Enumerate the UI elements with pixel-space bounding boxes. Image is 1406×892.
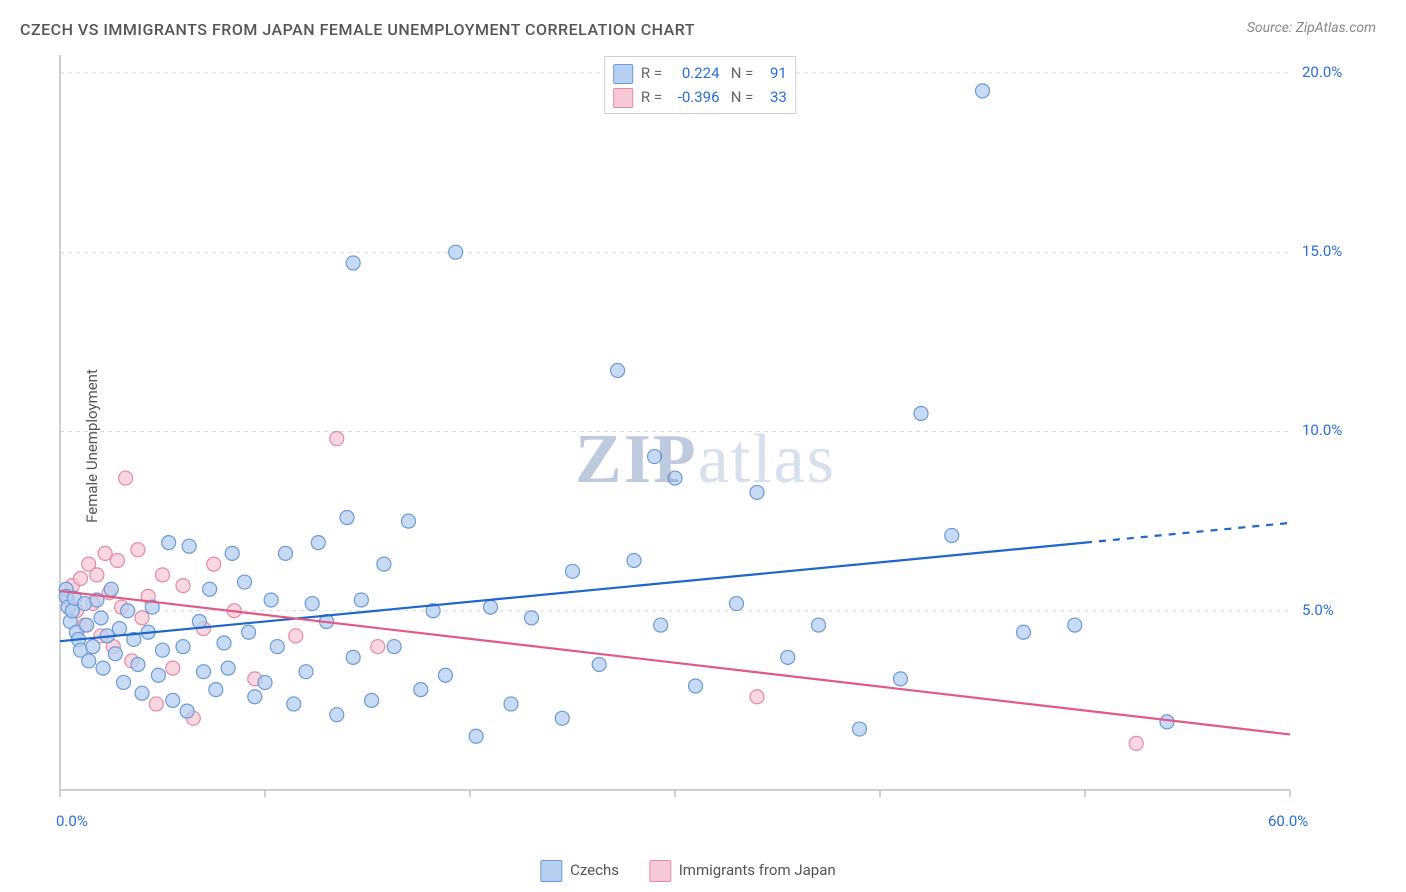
chart-svg [55,50,1345,820]
legend-swatch [649,860,671,882]
axis-tick-label: 5.0% [1302,601,1334,619]
series-legend: Czechs Immigrants from Japan [540,860,865,882]
axis-tick-label: 10.0% [1302,421,1342,439]
legend-item: Immigrants from Japan [649,861,836,879]
sample-n: 33 [761,85,787,109]
correlation-r: 0.224 [670,61,720,85]
sample-n: 91 [761,61,787,85]
legend-swatch [613,88,633,108]
legend-label: Czechs [570,861,619,879]
correlation-r: -0.396 [670,85,720,109]
axis-tick-label: 60.0% [1268,812,1308,830]
legend-label: Immigrants from Japan [679,861,836,879]
scatter-chart: ZIPatlas R = 0.224 N = 91 R = -0.396 N =… [55,50,1345,820]
axis-tick-label: 0.0% [56,812,88,830]
legend-item: Czechs [540,861,619,879]
axis-tick-label: 15.0% [1302,242,1342,260]
chart-title: CZECH VS IMMIGRANTS FROM JAPAN FEMALE UN… [20,20,695,39]
source-attribution: Source: ZipAtlas.com [1247,20,1376,36]
legend-row: R = 0.224 N = 91 [613,61,787,85]
legend-swatch [540,860,562,882]
correlation-legend: R = 0.224 N = 91 R = -0.396 N = 33 [604,56,796,114]
legend-row: R = -0.396 N = 33 [613,85,787,109]
legend-swatch [613,64,633,84]
axis-tick-label: 20.0% [1302,63,1342,81]
